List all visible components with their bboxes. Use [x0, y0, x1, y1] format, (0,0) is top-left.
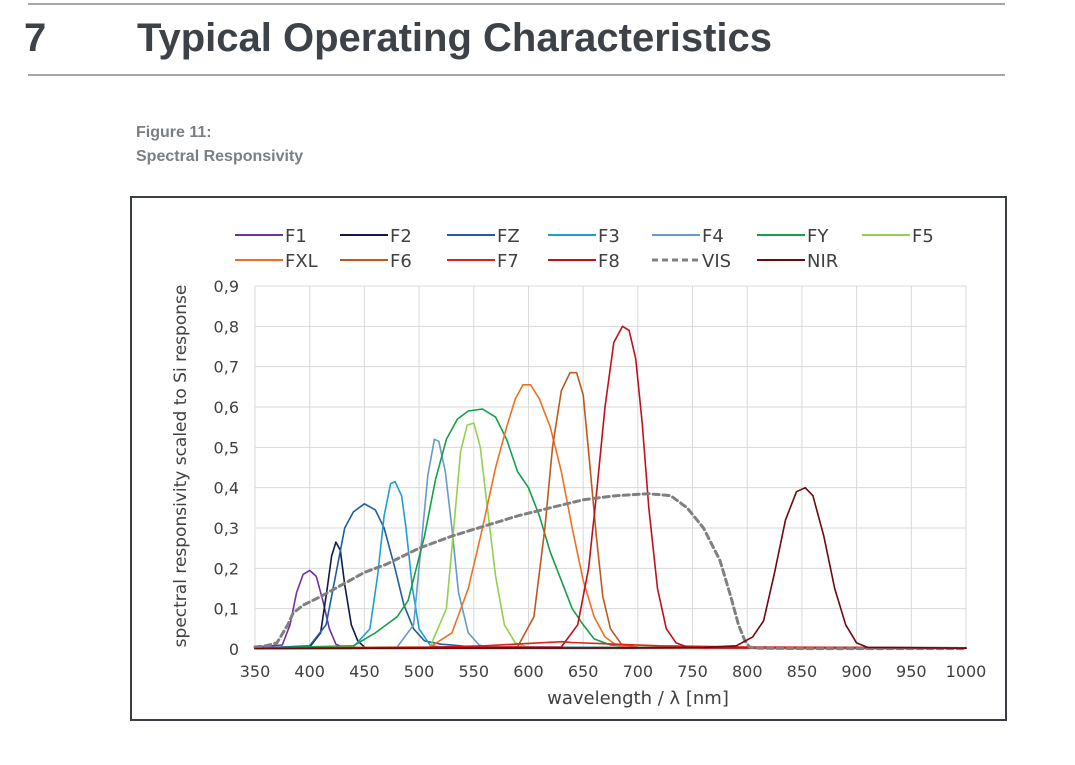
section-number: 7	[24, 16, 47, 60]
title-underline-rule	[28, 74, 1005, 76]
legend-label-f5: F5	[912, 226, 934, 247]
legend-label-f3: F3	[598, 226, 620, 247]
legend-label-f2: F2	[390, 226, 412, 247]
chart-legend: F1 F2 FZ F3 F4 FY F5 FXL F6 F7 F8 VIS NIR	[235, 226, 934, 272]
section-title: Typical Operating Characteristics	[137, 16, 773, 60]
x-tick-label: 450	[349, 662, 380, 681]
y-tick-label: 0,4	[214, 479, 239, 498]
series-line-fy	[254, 408, 967, 649]
x-tick-labels: 350 400 450 500 550 600 650 700 750 800 850 900 950 1…	[240, 662, 987, 681]
figure-label: Figure 11:	[136, 124, 212, 141]
y-tick-label: 0,7	[214, 358, 239, 377]
series-line-f5	[254, 422, 967, 649]
x-tick-label: 350	[240, 662, 271, 681]
series-line-f8	[254, 325, 967, 649]
legend-label-f6: F6	[390, 251, 412, 272]
x-tick-label: 700	[623, 662, 654, 681]
legend-label-fxl: FXL	[285, 251, 318, 272]
legend-label-fy: FY	[807, 226, 829, 247]
legend-label-f4: F4	[702, 226, 724, 247]
legend-label-f8: F8	[598, 251, 620, 272]
series-line-f1	[254, 569, 967, 649]
legend-label-vis: VIS	[702, 251, 731, 272]
y-axis-label: spectral responsivity scaled to Si respo…	[171, 285, 191, 648]
series-line-nir	[254, 486, 967, 650]
legend-label-nir: NIR	[807, 251, 838, 272]
x-tick-label: 850	[787, 662, 818, 681]
x-tick-label: 1000	[946, 662, 987, 681]
x-axis-label: wavelength / λ [nm]	[547, 688, 729, 709]
series-line-fxl	[254, 384, 967, 649]
figure-caption: Spectral Responsivity	[136, 148, 304, 165]
top-rule	[28, 3, 1005, 5]
x-tick-label: 400	[294, 662, 325, 681]
x-tick-label: 650	[568, 662, 599, 681]
x-tick-label: 550	[458, 662, 489, 681]
y-tick-labels: 0 0,1 0,2 0,3 0,4 0,5 0,6 0,7 0,8 0,9	[214, 277, 239, 659]
x-tick-label: 750	[677, 662, 708, 681]
y-tick-label: 0	[229, 640, 239, 659]
series-line-f4	[254, 438, 967, 649]
legend-label-fz: FZ	[497, 226, 520, 247]
y-tick-label: 0,5	[214, 438, 239, 457]
chart-series	[253, 325, 968, 651]
series-line-fz	[254, 503, 967, 649]
spectral-responsivity-chart: 350 400 450 500 550 600 650 700 750 800 850 900 950 1…	[171, 226, 987, 709]
series-line-vis	[253, 492, 968, 651]
y-tick-label: 0,1	[214, 600, 239, 619]
series-line-f6	[254, 371, 967, 649]
chart-frame: 350 400 450 500 550 600 650 700 750 800 850 900 950 1…	[130, 196, 1007, 721]
x-tick-label: 950	[896, 662, 927, 681]
y-tick-label: 0,6	[214, 398, 239, 417]
legend-label-f1: F1	[285, 226, 307, 247]
y-tick-label: 0,8	[214, 317, 239, 336]
x-tick-label: 900	[841, 662, 872, 681]
chart-grid	[254, 285, 967, 650]
x-tick-label: 500	[404, 662, 435, 681]
series-line-f2	[254, 541, 967, 649]
legend-label-f7: F7	[497, 251, 519, 272]
y-tick-label: 0,3	[214, 519, 239, 538]
y-tick-label: 0,2	[214, 559, 239, 578]
series-line-f3	[254, 480, 967, 649]
x-tick-label: 600	[513, 662, 544, 681]
y-tick-label: 0,9	[214, 277, 239, 296]
x-tick-label: 800	[732, 662, 763, 681]
